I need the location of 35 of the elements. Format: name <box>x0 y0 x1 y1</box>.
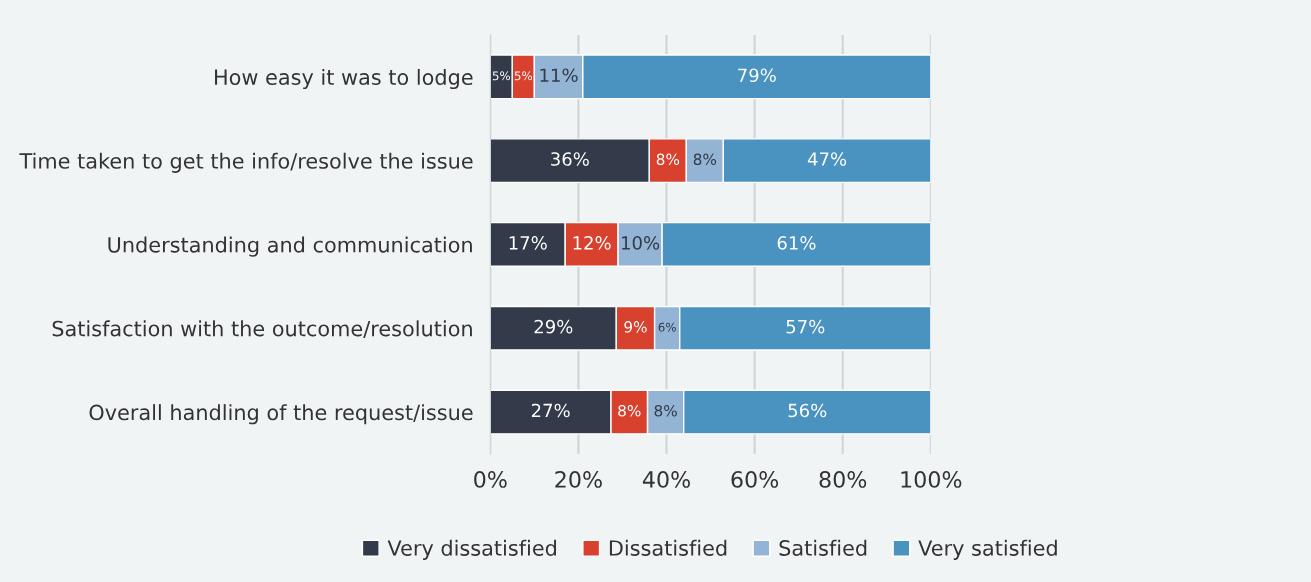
legend-label: Very satisfied <box>918 539 1057 560</box>
data-label: 12% <box>573 236 611 250</box>
data-label: 8% <box>656 153 680 166</box>
data-label: 57% <box>786 319 825 334</box>
data-label: 29% <box>534 319 573 334</box>
x-tick-label: 80% <box>819 471 867 488</box>
data-label: 6% <box>658 322 676 332</box>
y-tick-label: Satisfaction with the outcome/resolution <box>52 320 472 339</box>
data-label: 5% <box>492 71 511 81</box>
y-tick-label: Time taken to get the info/resolve the issue <box>19 152 473 173</box>
data-label: 61% <box>777 236 816 250</box>
x-tick-label: 40% <box>642 471 690 488</box>
data-label: 11% <box>540 68 578 83</box>
y-tick-label: Overall handling of the request/issue <box>89 404 473 425</box>
legend-label: Dissatisfied <box>609 539 727 556</box>
data-label: 9% <box>624 321 647 333</box>
data-label: 5% <box>514 71 533 81</box>
data-label: 79% <box>738 68 776 83</box>
legend-label: Very dissatisfied <box>387 539 556 560</box>
x-tick-label: 100% <box>901 471 962 488</box>
data-label: 8% <box>693 153 717 166</box>
x-tick-label: 20% <box>555 471 602 488</box>
data-label: 8% <box>618 404 641 417</box>
data-label: 17% <box>509 236 547 250</box>
data-label: 27% <box>531 403 570 418</box>
data-label: 47% <box>807 152 847 166</box>
data-label: 8% <box>654 404 677 417</box>
data-label: 10% <box>622 236 660 250</box>
x-tick-label: 60% <box>731 471 779 488</box>
y-tick-label: Understanding and communication <box>108 236 472 257</box>
x-tick-label: 0% <box>474 471 507 488</box>
data-label: 36% <box>551 152 589 166</box>
legend-label: Satisfied <box>779 539 867 556</box>
y-tick-label: How easy it was to lodge <box>215 68 473 90</box>
data-label: 56% <box>788 403 827 418</box>
